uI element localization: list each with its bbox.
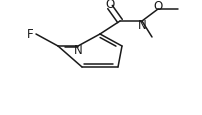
Text: F: F: [27, 28, 34, 41]
Text: O: O: [153, 0, 162, 13]
Text: O: O: [105, 0, 114, 11]
Text: N: N: [73, 44, 82, 56]
Text: N: N: [137, 19, 146, 32]
